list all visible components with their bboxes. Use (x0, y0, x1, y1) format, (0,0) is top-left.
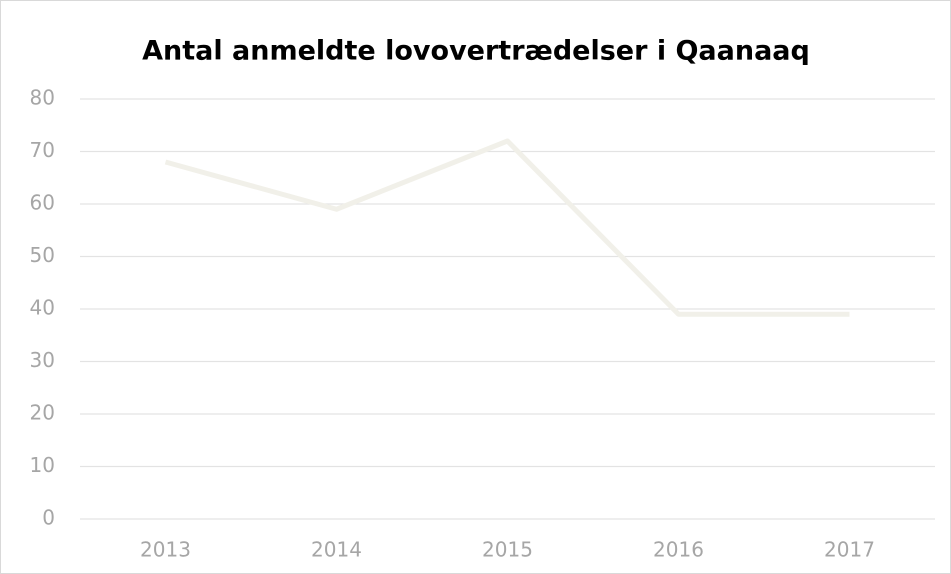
y-tick-label: 30 (30, 348, 55, 372)
y-tick-label: 10 (30, 453, 55, 477)
y-tick-label: 60 (30, 191, 55, 215)
y-tick-label: 50 (30, 243, 55, 267)
y-tick-label: 0 (42, 506, 55, 530)
x-tick-label: 2017 (824, 538, 875, 562)
y-tick-label: 80 (30, 86, 55, 110)
x-tick-label: 2013 (140, 538, 191, 562)
x-tick-label: 2014 (311, 538, 362, 562)
y-tick-label: 40 (30, 296, 55, 320)
y-tick-label: 70 (30, 138, 55, 162)
x-tick-label: 2015 (482, 538, 533, 562)
chart-title: Antal anmeldte lovovertrædelser i Qaanaa… (142, 36, 810, 67)
x-tick-label: 2016 (653, 538, 704, 562)
y-tick-label: 20 (30, 401, 55, 425)
data-line (164, 138, 850, 317)
